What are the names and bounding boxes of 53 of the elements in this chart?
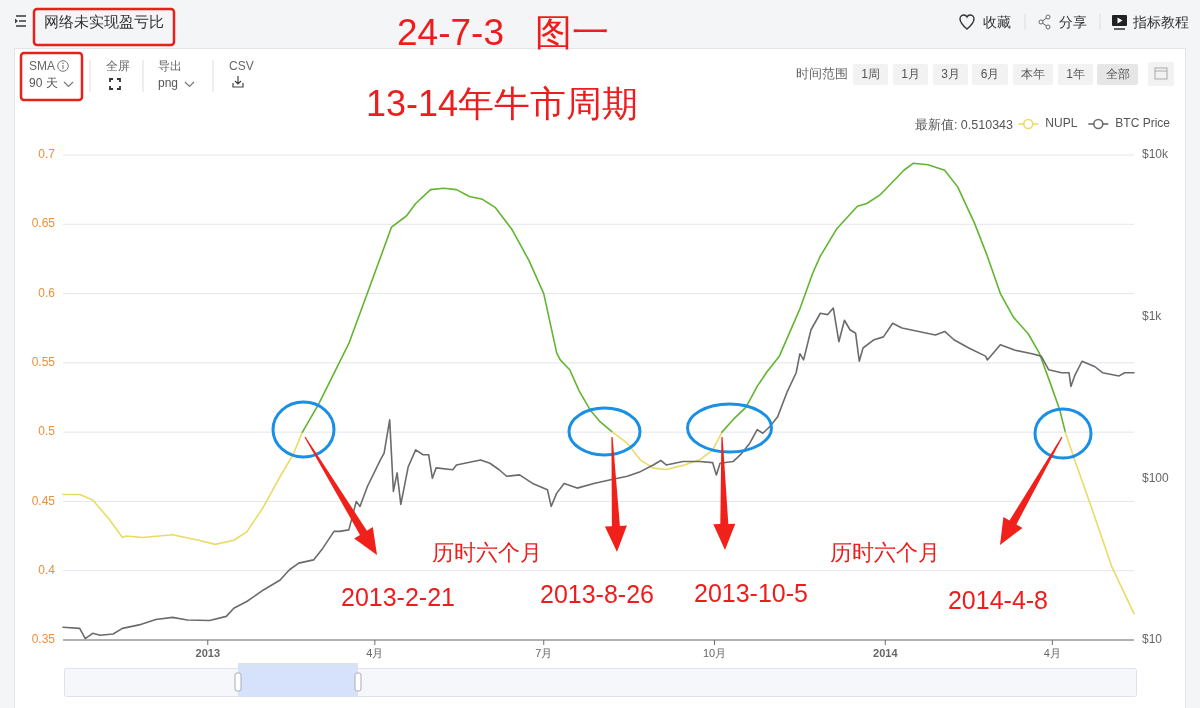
line-series xyxy=(62,431,304,546)
text: 全部 xyxy=(1105,66,1130,81)
line-series xyxy=(721,162,1067,433)
line-series xyxy=(1064,431,1135,615)
text: 6月 xyxy=(980,66,1000,81)
annotation: 2013-10-5 xyxy=(694,579,808,607)
line-series xyxy=(62,307,1135,640)
legend-label: BTC Price xyxy=(1115,116,1171,131)
y-tick-label: 0.65 xyxy=(31,216,56,231)
text: 24-7-3 图一 xyxy=(397,12,609,53)
text: 全屏 xyxy=(106,59,130,73)
y2-tick-label: $1k xyxy=(1142,308,1163,323)
y-tick-label: 0.45 xyxy=(31,493,56,508)
x-tick-label: 2014 xyxy=(873,647,899,659)
text: 时间范围 xyxy=(796,66,848,81)
y-tick-label: 0.4 xyxy=(38,562,56,577)
text: 1月 xyxy=(901,66,920,81)
x-tick-label: 4月 xyxy=(1043,647,1061,659)
y-tick-label: 0.35 xyxy=(31,632,56,647)
y-tick-label: 0.5 xyxy=(38,424,56,439)
x-tick-label: 4月 xyxy=(366,647,384,659)
y2-tick-label: $10k xyxy=(1142,147,1170,162)
text: 指标教程 xyxy=(1132,15,1189,30)
text: 90 天 xyxy=(29,76,58,90)
text: 1年 xyxy=(1066,66,1085,81)
text: 分享 xyxy=(1059,15,1087,30)
x-tick-label: 2013 xyxy=(195,647,221,659)
text: 最新值: 0.510343 xyxy=(914,118,1014,132)
annotation: 2013-8-26 xyxy=(540,580,654,608)
chart-title: 网络未实现盈亏比 xyxy=(44,13,164,30)
annotation: 历时六个月 xyxy=(432,540,542,565)
text: 13-14年牛市周期 xyxy=(366,83,639,124)
x-tick-label: 7月 xyxy=(535,647,553,659)
text: 收藏 xyxy=(983,15,1011,30)
annotation: 历时六个月 xyxy=(830,540,940,565)
text: 1周 xyxy=(861,66,880,81)
text: CSV xyxy=(229,59,254,73)
annotation: 2014-4-8 xyxy=(947,586,1049,614)
line-series xyxy=(611,431,723,471)
x-tick-label: 10月 xyxy=(702,647,727,659)
text: 本年 xyxy=(1021,66,1045,81)
y-tick-label: 0.55 xyxy=(31,355,56,370)
y-tick-label: 0.6 xyxy=(38,285,56,300)
y2-tick-label: $100 xyxy=(1142,470,1170,485)
annotation: 2013-2-21 xyxy=(341,583,455,611)
text: SMA xyxy=(29,59,56,73)
y2-tick-label: $10 xyxy=(1142,632,1163,647)
text: 导出 xyxy=(158,59,182,73)
text: 3月 xyxy=(941,66,960,81)
text: png xyxy=(158,76,179,90)
line-series xyxy=(301,187,614,433)
y-tick-label: 0.7 xyxy=(38,147,56,162)
legend-label: NUPL xyxy=(1045,116,1078,131)
